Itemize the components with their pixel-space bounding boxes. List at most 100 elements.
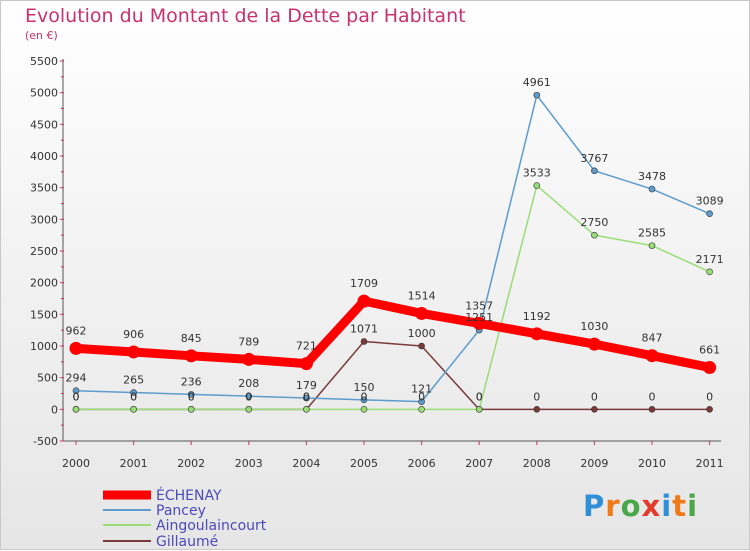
data-label: 0 bbox=[476, 390, 483, 403]
data-label: 121 bbox=[411, 383, 432, 396]
x-tick-label: 2001 bbox=[120, 457, 148, 470]
data-label: 0 bbox=[591, 390, 598, 403]
legend-label-1: Pancey bbox=[156, 503, 206, 519]
data-point bbox=[591, 231, 598, 239]
x-tick-label: 2000 bbox=[62, 457, 90, 470]
data-point bbox=[299, 357, 313, 371]
data-label: 1071 bbox=[350, 323, 378, 336]
data-point bbox=[127, 345, 141, 359]
data-label: 2171 bbox=[696, 253, 724, 266]
data-point bbox=[418, 342, 425, 350]
x-tick-label: 2003 bbox=[235, 457, 263, 470]
legend-label-0: ÉCHENAY bbox=[156, 487, 222, 504]
data-label: 236 bbox=[181, 375, 202, 388]
x-tick-label: 2009 bbox=[580, 457, 608, 470]
series-line-0 bbox=[71, 296, 715, 372]
chart-title: Evolution du Montant de la Dette par Hab… bbox=[25, 5, 466, 27]
data-point bbox=[130, 389, 137, 396]
data-label: 179 bbox=[296, 379, 317, 392]
data-label: 0 bbox=[649, 390, 656, 403]
data-label: 3089 bbox=[696, 195, 724, 208]
data-label: 0 bbox=[476, 390, 483, 403]
data-point bbox=[72, 406, 80, 413]
data-point bbox=[645, 349, 659, 363]
data-label: 3478 bbox=[638, 170, 666, 183]
x-tick-label: 2002 bbox=[177, 457, 205, 470]
logo-letter: i bbox=[687, 489, 699, 523]
data-label: 0 bbox=[245, 390, 252, 403]
data-point bbox=[360, 396, 368, 404]
data-point bbox=[360, 338, 368, 345]
data-label: 0 bbox=[303, 390, 310, 403]
data-point bbox=[533, 91, 541, 99]
data-label: 2585 bbox=[638, 227, 666, 240]
y-tick-label: 1000 bbox=[30, 340, 58, 353]
data-label: 0 bbox=[418, 390, 425, 403]
x-tick-label: 2005 bbox=[350, 457, 378, 470]
data-label: 150 bbox=[354, 381, 375, 394]
data-point bbox=[648, 185, 656, 193]
y-tick-label: 5000 bbox=[30, 87, 58, 100]
data-point bbox=[418, 406, 425, 413]
data-point bbox=[184, 349, 198, 363]
data-label: 1514 bbox=[408, 289, 436, 302]
data-point bbox=[357, 294, 371, 308]
series-line-1 bbox=[75, 94, 711, 403]
data-label: 0 bbox=[73, 390, 80, 403]
data-label: 1357 bbox=[465, 299, 493, 312]
y-tick-label: 3500 bbox=[30, 182, 58, 195]
data-label: 1030 bbox=[580, 320, 608, 333]
y-tick-label: 2500 bbox=[30, 245, 58, 258]
logo-letter: x bbox=[641, 489, 662, 523]
data-point bbox=[130, 406, 137, 413]
data-label: 0 bbox=[130, 390, 137, 403]
y-tick-label: 500 bbox=[37, 372, 58, 385]
data-label: 265 bbox=[123, 374, 144, 387]
y-tick-label: 4500 bbox=[30, 118, 58, 131]
data-point bbox=[475, 406, 483, 413]
data-label: 906 bbox=[123, 328, 144, 341]
x-tick-label: 2008 bbox=[523, 457, 551, 470]
logo-letter: i bbox=[661, 489, 673, 523]
data-point bbox=[242, 352, 256, 366]
logo-letter: r bbox=[605, 489, 621, 523]
data-label: 0 bbox=[303, 390, 310, 403]
logo-letter: o bbox=[620, 489, 642, 523]
data-point bbox=[706, 406, 713, 413]
y-tick-label: -500 bbox=[33, 435, 58, 448]
logo-letter: t bbox=[672, 489, 688, 523]
data-label: 721 bbox=[296, 340, 317, 353]
data-point bbox=[591, 406, 598, 413]
data-label: 3533 bbox=[523, 167, 551, 180]
x-tick-label: 2010 bbox=[638, 457, 666, 470]
data-label: 0 bbox=[188, 390, 195, 403]
data-label: 0 bbox=[130, 390, 137, 403]
data-label: 0 bbox=[533, 390, 540, 403]
data-label: 962 bbox=[66, 324, 87, 337]
data-point bbox=[245, 406, 253, 413]
x-tick-label: 2007 bbox=[465, 457, 493, 470]
data-label: 0 bbox=[188, 390, 195, 403]
proxiti-logo: Proxiti bbox=[583, 489, 698, 523]
data-label: 0 bbox=[73, 390, 80, 403]
data-label: 789 bbox=[238, 335, 259, 348]
data-point bbox=[415, 306, 429, 320]
data-label: 0 bbox=[706, 390, 713, 403]
data-point bbox=[706, 210, 713, 217]
data-label: 845 bbox=[181, 332, 202, 345]
data-label: 3767 bbox=[580, 152, 608, 165]
y-tick-label: 5500 bbox=[30, 55, 58, 68]
x-tick-label: 2011 bbox=[696, 457, 724, 470]
y-tick-label: 0 bbox=[51, 403, 58, 416]
chart-subtitle: (en €) bbox=[25, 29, 58, 42]
data-point bbox=[591, 167, 598, 175]
logo-letter: P bbox=[583, 489, 606, 523]
data-point bbox=[648, 406, 656, 413]
data-label: 0 bbox=[361, 390, 368, 403]
data-label: 4961 bbox=[523, 76, 551, 89]
legend-label-2: Aingoulaincourt bbox=[156, 518, 267, 534]
series-line-2 bbox=[75, 184, 711, 411]
data-point bbox=[69, 341, 83, 355]
